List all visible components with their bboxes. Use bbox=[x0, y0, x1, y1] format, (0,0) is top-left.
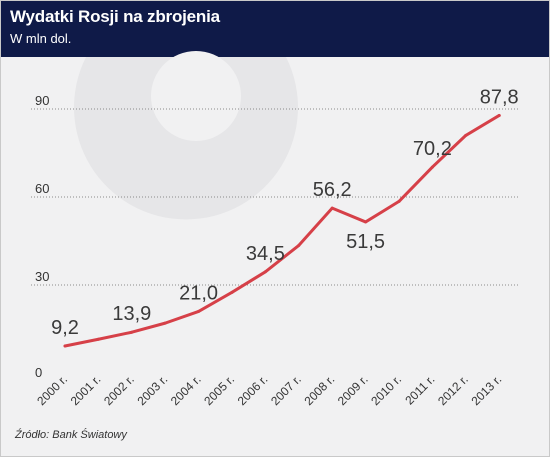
x-tick-label: 2009 r. bbox=[335, 372, 371, 408]
data-label: 87,8 bbox=[480, 86, 519, 108]
data-label: 9,2 bbox=[51, 317, 79, 339]
x-tick-label: 2008 r. bbox=[301, 372, 337, 408]
source-note: Źródło: Bank Światowy bbox=[15, 429, 127, 441]
data-point bbox=[197, 309, 201, 313]
data-point bbox=[330, 206, 334, 210]
data-point bbox=[364, 220, 368, 224]
x-tick-label: 2013 r. bbox=[468, 372, 504, 408]
series-line bbox=[63, 113, 501, 348]
x-tick-label: 2005 r. bbox=[201, 372, 237, 408]
data-label: 51,5 bbox=[346, 231, 385, 253]
data-point bbox=[163, 321, 167, 325]
x-tick-label: 2002 r. bbox=[101, 372, 137, 408]
data-label: 70,2 bbox=[413, 138, 452, 160]
chart-subtitle: W mln dol. bbox=[10, 31, 72, 46]
data-point bbox=[130, 330, 134, 334]
y-tick-label: 30 bbox=[35, 269, 49, 284]
data-label: 21,0 bbox=[179, 282, 218, 304]
x-tick-label: 2007 r. bbox=[268, 372, 304, 408]
data-label: 13,9 bbox=[112, 303, 151, 325]
data-point bbox=[464, 133, 468, 137]
data-point bbox=[63, 344, 67, 348]
x-tick-label: 2006 r. bbox=[235, 372, 271, 408]
chart-title: Wydatki Rosji na zbrojenia bbox=[10, 7, 220, 26]
data-label: 56,2 bbox=[313, 179, 352, 201]
data-point bbox=[230, 290, 234, 294]
x-tick-label: 2004 r. bbox=[168, 372, 204, 408]
header-bar: Wydatki Rosji na zbrojenia W mln dol. bbox=[1, 1, 549, 57]
data-point bbox=[96, 337, 100, 341]
data-point bbox=[263, 270, 267, 274]
x-tick-label: 2010 r. bbox=[368, 372, 404, 408]
x-tick-label: 2001 r. bbox=[68, 372, 104, 408]
x-tick-label: 2012 r. bbox=[435, 372, 471, 408]
data-point bbox=[297, 243, 301, 247]
y-tick-label: 0 bbox=[35, 365, 42, 380]
data-label: 34,5 bbox=[246, 243, 285, 265]
data-point bbox=[430, 165, 434, 169]
data-point bbox=[397, 199, 401, 203]
x-tick-label: 2011 r. bbox=[402, 372, 437, 407]
y-tick-label: 90 bbox=[35, 93, 49, 108]
data-point bbox=[497, 113, 501, 117]
y-tick-label: 60 bbox=[35, 181, 49, 196]
x-tick-label: 2003 r. bbox=[134, 372, 170, 408]
